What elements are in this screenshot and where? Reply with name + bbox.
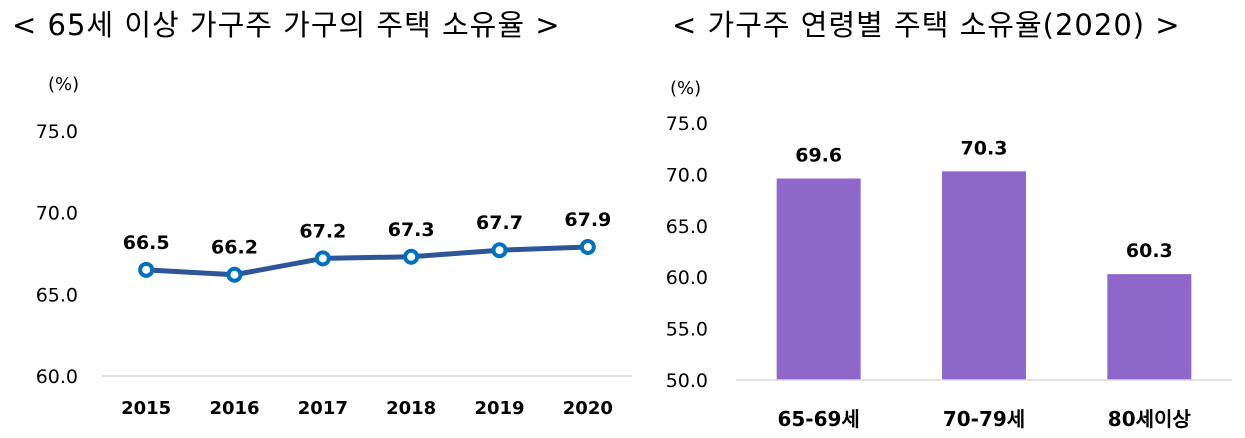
bar: [776, 178, 861, 380]
bar-y-tick-label: 70.0: [666, 164, 708, 186]
line-x-tick-label: 2017: [298, 398, 348, 419]
bar: [942, 171, 1026, 380]
bar-y-tick-label: 65.0: [666, 216, 708, 238]
line-point: [138, 261, 155, 278]
bar-chart-title: < 가구주 연령별 주택 소유율(2020) >: [672, 8, 1181, 42]
line-y-tick-label: 75.0: [36, 121, 78, 143]
line-point: [579, 238, 596, 255]
line-x-tick-label: 2019: [474, 398, 524, 419]
line-data-label: 66.2: [211, 237, 258, 259]
bar-data-label: 60.3: [1126, 240, 1173, 262]
line-data-label: 67.9: [564, 209, 611, 231]
bar-x-tick-label: 65-69세: [777, 407, 859, 431]
bar-y-unit: (%): [670, 78, 701, 99]
line-point: [403, 248, 420, 265]
bar-y-tick-label: 55.0: [666, 319, 708, 341]
line-data-label: 67.7: [476, 212, 523, 234]
line-x-tick-label: 2018: [386, 398, 436, 419]
line-y-unit: (%): [48, 74, 79, 95]
line-x-tick-label: 2016: [209, 398, 259, 419]
line-point: [491, 242, 508, 259]
bar-data-label: 69.6: [795, 145, 842, 167]
line-chart: (%) 60.0 65.0 70.0 75.0 2015 2016 2017 2018 2019 2…: [36, 74, 632, 419]
line-data-label: 66.5: [123, 232, 170, 254]
bar-y-tick-label: 50.0: [666, 370, 708, 392]
line-y-tick-label: 60.0: [36, 366, 78, 388]
bar-y-tick-label: 60.0: [666, 267, 708, 289]
line-y-tick-label: 65.0: [36, 284, 78, 306]
bar-x-tick-label: 70-79세: [943, 407, 1025, 431]
line-y-tick-label: 70.0: [36, 203, 78, 225]
line-x-tick-label: 2020: [563, 398, 613, 419]
bar-x-tick-label: 80세이상: [1108, 407, 1192, 431]
bar-y-tick-label: 75.0: [666, 113, 708, 135]
bar-data-label: 70.3: [961, 137, 1008, 159]
bar: [1107, 274, 1192, 380]
bar-chart: (%) 50.0 55.0 60.0 65.0 70.0 75.0 69.6 70.3 60.3 6…: [666, 78, 1232, 431]
line-data-label: 67.2: [299, 220, 346, 242]
line-chart-title: < 65세 이상 가구주 가구의 주택 소유율 >: [12, 8, 561, 42]
line-series: [146, 244, 588, 278]
line-point: [226, 266, 243, 283]
line-x-tick-label: 2015: [121, 398, 171, 419]
line-data-label: 67.3: [388, 219, 435, 241]
line-point: [314, 250, 331, 267]
